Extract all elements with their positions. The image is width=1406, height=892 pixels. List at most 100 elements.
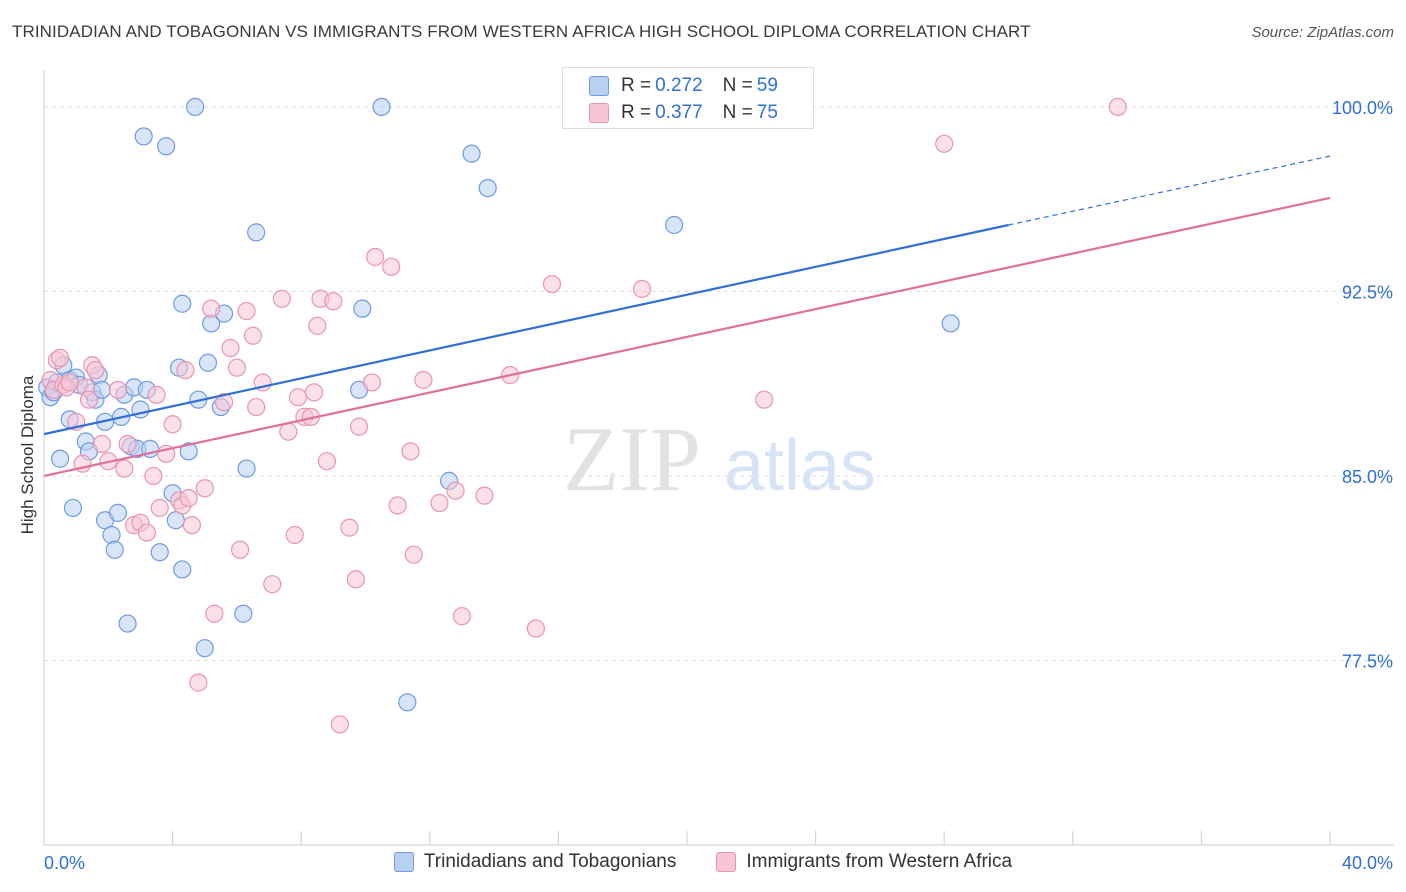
data-point (179, 442, 198, 461)
data-point (404, 545, 423, 564)
data-point (272, 289, 292, 308)
watermark-zip: ZIP (563, 408, 701, 510)
data-point (50, 348, 70, 367)
x-tick-label-0: 0.0% (44, 853, 85, 873)
data-point (115, 459, 134, 478)
data-point (150, 498, 169, 518)
data-point (317, 452, 337, 471)
data-point (147, 385, 166, 404)
data-point (118, 614, 137, 633)
data-point (324, 292, 343, 311)
data-point (202, 299, 221, 318)
r-label: R = (621, 75, 652, 96)
y-axis-label: High School Diploma (18, 375, 37, 534)
data-point (182, 516, 201, 535)
data-point (304, 383, 324, 402)
data-point (198, 353, 218, 372)
swatch-pink (589, 103, 609, 123)
legend-label: Trinidadians and Tobagonians (423, 851, 677, 872)
x-tick-labels: 0.0% 40.0% (44, 853, 1393, 873)
data-point (475, 486, 494, 505)
data-point (173, 560, 192, 579)
trend-lines (43, 155, 1331, 478)
n-label: N = (722, 102, 753, 123)
data-point (144, 466, 163, 486)
data-point (186, 97, 205, 117)
data-point (398, 693, 417, 712)
data-point (214, 393, 234, 412)
legend-swatch-blue (393, 852, 414, 872)
data-point (1108, 97, 1127, 117)
data-point (247, 397, 266, 417)
legend-swatch-pink (716, 852, 737, 872)
data-point (632, 279, 652, 299)
data-point (189, 673, 208, 692)
data-point (526, 619, 545, 638)
data-point (60, 373, 79, 392)
data-point (173, 294, 192, 313)
data-point (237, 459, 256, 478)
stats-legend: R = 0.272 N = 59 R = 0.377 N = 75 (562, 67, 814, 129)
data-point (935, 134, 954, 153)
data-point (108, 503, 128, 522)
data-point (92, 434, 111, 454)
stats-row-blue: R = 0.272 N = 59 (589, 73, 778, 99)
data-point (362, 373, 382, 392)
data-point (382, 257, 401, 276)
y-tick-label-1: 92.5% (1342, 282, 1393, 302)
data-point (205, 604, 224, 623)
y-tick-label-2: 85.0% (1342, 467, 1393, 487)
data-point (542, 274, 562, 294)
data-point (86, 361, 105, 380)
stats-row-pink: R = 0.377 N = 75 (589, 100, 778, 126)
data-point (263, 575, 282, 594)
data-point (176, 361, 195, 380)
legend-item-trinidadians[interactable]: Trinidadians and Tobagonians (393, 851, 677, 873)
trend-line-trinidadians-extension (1008, 155, 1331, 226)
r-label: R = (621, 102, 652, 123)
data-point (79, 390, 99, 409)
legend-label: Immigrants from Western Africa (746, 851, 1013, 872)
n-label: N = (722, 75, 753, 96)
data-point (285, 525, 304, 545)
data-point (50, 449, 70, 468)
y-tick-label-3: 77.5% (1342, 651, 1393, 671)
data-point (134, 127, 153, 146)
r-value: 0.377 (655, 102, 703, 123)
data-point (118, 434, 137, 454)
y-tick-label-0: 100.0% (1332, 98, 1393, 118)
data-point (234, 604, 253, 623)
data-point (150, 543, 169, 562)
trend-line-trinidadians (43, 223, 1009, 436)
data-point (330, 715, 349, 734)
legend: Trinidadians and Tobagonians Immigrants … (0, 851, 1406, 873)
watermark-atlas: atlas (724, 426, 876, 506)
data-point (231, 540, 250, 559)
data-point (308, 316, 327, 335)
data-point (430, 493, 449, 513)
data-point (195, 639, 214, 658)
data-point (247, 223, 266, 242)
legend-item-western-africa[interactable]: Immigrants from Western Africa (716, 851, 1012, 873)
trend-line-western-africa (43, 196, 1331, 478)
data-point (137, 523, 156, 542)
data-point (179, 488, 198, 508)
data-point (478, 178, 497, 198)
data-point (279, 422, 298, 441)
swatch-blue (589, 76, 609, 96)
data-point (63, 498, 83, 518)
data-point (288, 388, 308, 407)
data-point (157, 137, 176, 156)
data-point (462, 144, 481, 163)
data-point (195, 479, 214, 498)
axes (43, 70, 1394, 846)
data-point (372, 97, 391, 117)
data-point (665, 215, 684, 235)
data-point (108, 380, 128, 399)
data-point (755, 390, 774, 409)
data-point (243, 326, 263, 345)
source-credit: Source: ZipAtlas.com (1251, 24, 1394, 41)
data-point (237, 302, 256, 321)
grid-lines (44, 106, 1394, 661)
